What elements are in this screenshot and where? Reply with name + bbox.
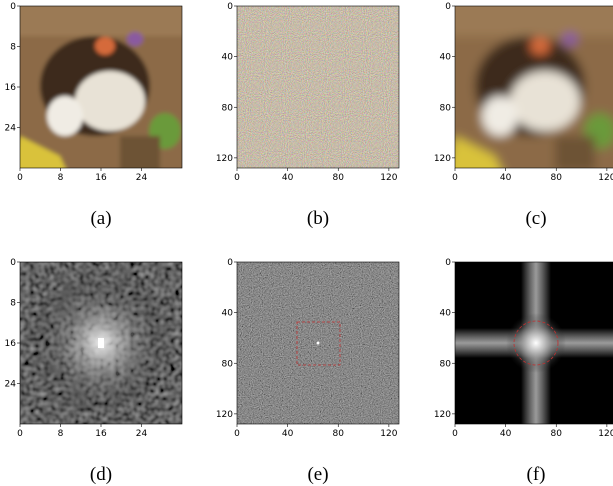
y-tick-label: 40 xyxy=(440,53,452,63)
x-tick-label: 0 xyxy=(234,173,240,183)
x-tick-label: 120 xyxy=(598,429,613,439)
page: {"chart_data": [ {"type": "image", "capt… xyxy=(0,0,613,486)
x-tick-label: 0 xyxy=(17,173,23,183)
y-tick-label: 80 xyxy=(222,103,234,113)
image-spectrum-noise xyxy=(237,262,399,424)
caption: (b) xyxy=(307,208,329,229)
y-tick-label: 80 xyxy=(440,103,452,113)
caption: (a) xyxy=(90,208,111,229)
y-tick-label: 120 xyxy=(434,410,451,420)
y-tick-label: 120 xyxy=(216,410,233,420)
x-tick-label: 120 xyxy=(380,429,397,439)
y-tick-label: 0 xyxy=(445,258,451,268)
y-tick-label: 0 xyxy=(227,258,233,268)
x-tick-label: 8 xyxy=(58,173,64,183)
x-tick-label: 24 xyxy=(136,429,148,439)
y-tick-label: 16 xyxy=(5,83,17,93)
x-tick-label: 8 xyxy=(58,429,64,439)
y-tick-label: 40 xyxy=(222,309,234,319)
x-tick-label: 80 xyxy=(551,429,563,439)
x-tick-label: 40 xyxy=(282,173,294,183)
y-tick-label: 40 xyxy=(222,53,234,63)
y-tick-label: 8 xyxy=(10,299,16,309)
caption: (d) xyxy=(90,464,112,485)
x-tick-label: 80 xyxy=(551,173,563,183)
y-tick-label: 8 xyxy=(10,43,16,53)
x-tick-label: 16 xyxy=(95,173,107,183)
y-tick-label: 120 xyxy=(434,154,451,164)
x-tick-label: 80 xyxy=(333,429,345,439)
x-tick-label: 80 xyxy=(333,173,345,183)
y-tick-label: 24 xyxy=(5,380,17,390)
y-tick-label: 80 xyxy=(440,359,452,369)
x-tick-label: 40 xyxy=(500,173,512,183)
caption: (e) xyxy=(307,464,328,485)
x-tick-label: 40 xyxy=(282,429,294,439)
image-original xyxy=(10,0,192,178)
x-tick-label: 0 xyxy=(452,173,458,183)
y-tick-label: 40 xyxy=(440,309,452,319)
image-spectrum-original xyxy=(20,262,182,424)
y-tick-label: 16 xyxy=(5,339,17,349)
caption: (c) xyxy=(525,208,546,229)
caption: (f) xyxy=(527,464,546,485)
y-tick-label: 0 xyxy=(445,2,451,12)
x-tick-label: 24 xyxy=(136,173,148,183)
x-tick-label: 0 xyxy=(17,429,23,439)
y-tick-label: 80 xyxy=(222,359,234,369)
y-tick-label: 0 xyxy=(10,2,16,12)
x-tick-label: 16 xyxy=(95,429,107,439)
figure: 081624081624(a)0408012004080120(b)040801… xyxy=(0,0,613,486)
x-tick-label: 120 xyxy=(598,173,613,183)
image-reconstructed xyxy=(445,0,613,178)
x-tick-label: 0 xyxy=(452,429,458,439)
y-tick-label: 120 xyxy=(216,154,233,164)
y-tick-label: 24 xyxy=(5,124,17,134)
x-tick-label: 40 xyxy=(500,429,512,439)
x-tick-label: 120 xyxy=(380,173,397,183)
y-tick-label: 0 xyxy=(10,258,16,268)
image-noise xyxy=(237,6,399,168)
x-tick-label: 0 xyxy=(234,429,240,439)
image-spectrum-reconstructed xyxy=(455,262,613,424)
y-tick-label: 0 xyxy=(227,2,233,12)
